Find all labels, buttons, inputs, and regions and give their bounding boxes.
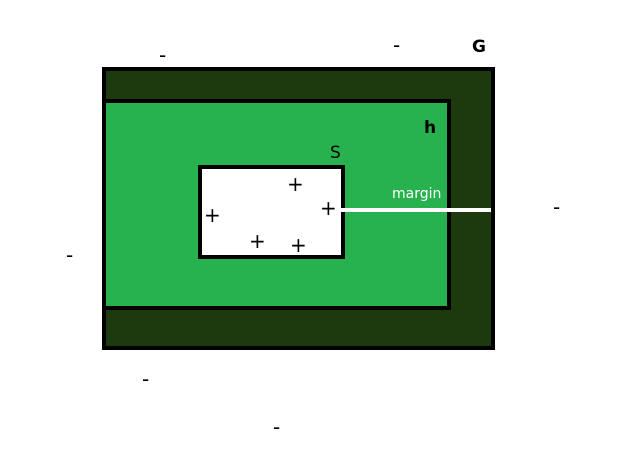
negative-point: - xyxy=(159,43,166,67)
negative-point: - xyxy=(393,33,400,57)
label-h: h xyxy=(424,118,436,138)
negative-point: - xyxy=(273,415,280,439)
margin-label: margin xyxy=(392,186,441,202)
negative-point: - xyxy=(142,367,149,391)
label-g: G xyxy=(472,37,486,57)
positive-point: + xyxy=(290,233,307,257)
negative-point: - xyxy=(553,195,560,219)
positive-point: + xyxy=(204,203,221,227)
positive-point: + xyxy=(249,229,266,253)
inner-region-s xyxy=(198,165,345,259)
positive-point: + xyxy=(320,196,337,220)
negative-point: - xyxy=(66,243,73,267)
label-s: S xyxy=(330,143,341,163)
positive-point: + xyxy=(287,172,304,196)
